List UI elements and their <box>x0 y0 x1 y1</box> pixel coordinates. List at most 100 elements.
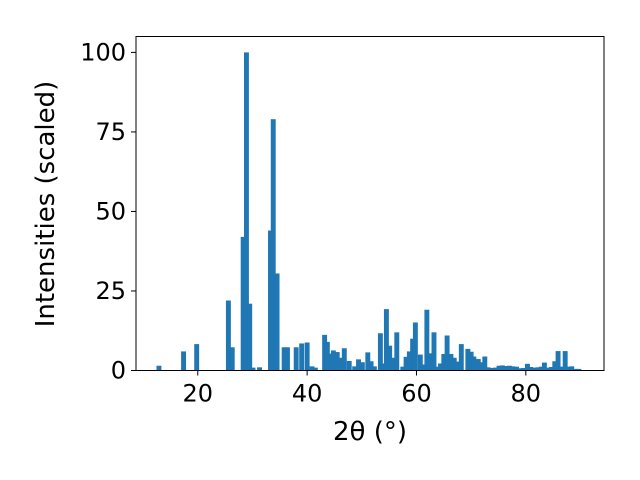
bar <box>383 309 389 371</box>
bar <box>499 365 505 371</box>
bar <box>181 351 187 371</box>
bar <box>538 366 544 371</box>
y-axis-label: Intensities (scaled) <box>31 81 61 328</box>
x-tick-label: 60 <box>401 380 432 408</box>
bar <box>387 345 393 371</box>
bar <box>444 335 450 371</box>
bar <box>465 348 471 371</box>
bar <box>328 353 334 371</box>
bar <box>471 356 477 371</box>
bar <box>338 357 344 371</box>
bar <box>528 367 534 371</box>
bar <box>545 367 551 371</box>
bar <box>451 357 457 371</box>
bar <box>521 367 527 371</box>
bar <box>555 351 561 371</box>
bar <box>468 351 474 371</box>
bar <box>334 352 340 371</box>
bar <box>576 368 582 371</box>
bar <box>257 367 263 371</box>
bar <box>240 236 246 371</box>
bars-group <box>156 52 582 371</box>
x-axis-label: 2θ (°) <box>333 417 407 447</box>
bar <box>421 364 427 371</box>
bar <box>322 334 328 371</box>
bar <box>506 365 512 371</box>
bar <box>566 366 571 371</box>
bar <box>309 366 315 371</box>
bar <box>434 366 440 371</box>
y-tick-label: 0 <box>111 357 126 385</box>
bar <box>496 365 502 371</box>
bar <box>485 367 491 371</box>
bar <box>448 353 454 371</box>
bar <box>417 354 423 371</box>
bar <box>371 366 377 371</box>
bar <box>391 357 396 371</box>
bar <box>532 367 538 371</box>
bar <box>514 366 519 371</box>
bar <box>356 359 361 371</box>
bar <box>324 341 330 371</box>
bar <box>428 353 434 371</box>
bar <box>368 361 374 371</box>
bar <box>247 303 253 371</box>
bar <box>377 333 383 371</box>
bar <box>330 350 336 371</box>
bar <box>441 353 447 371</box>
bar <box>510 366 516 371</box>
bar <box>569 366 575 371</box>
bar <box>341 348 347 371</box>
bar <box>229 347 235 371</box>
bar <box>517 368 523 371</box>
bar <box>479 362 484 371</box>
y-tick-label: 25 <box>95 277 126 305</box>
bar <box>352 366 358 371</box>
bar <box>281 347 287 371</box>
bar <box>403 356 409 371</box>
bar <box>482 356 488 371</box>
bar <box>549 367 554 371</box>
ticks-group: 20 40 60 80 0 25 50 75 100 <box>80 38 541 407</box>
y-tick-label: 75 <box>95 118 126 146</box>
bar <box>424 309 430 371</box>
bar <box>346 360 352 371</box>
bar <box>475 359 481 371</box>
bar <box>541 362 547 371</box>
bar <box>194 344 200 371</box>
bar <box>431 332 437 371</box>
x-tick-label: 40 <box>292 380 323 408</box>
bar <box>268 230 273 371</box>
plot-frame <box>135 36 605 371</box>
bar <box>455 361 461 371</box>
bar <box>394 332 400 371</box>
bar <box>156 365 162 371</box>
bar <box>270 119 276 371</box>
bar <box>559 366 565 371</box>
bar <box>410 338 416 371</box>
x-tick-label: 80 <box>511 380 542 408</box>
bar <box>525 363 530 371</box>
bar <box>293 347 299 371</box>
bar <box>503 366 509 371</box>
bar <box>438 363 443 371</box>
bar <box>359 362 365 371</box>
bar <box>299 343 305 371</box>
bar <box>284 347 290 371</box>
bar <box>562 351 568 371</box>
bar <box>225 300 231 371</box>
bar <box>552 361 558 371</box>
bar <box>304 342 310 371</box>
bar <box>312 367 318 371</box>
bar <box>243 52 249 371</box>
y-tick-label: 50 <box>95 197 126 225</box>
bar <box>489 367 495 371</box>
bar <box>573 368 579 371</box>
bar <box>406 351 412 371</box>
bar <box>412 322 418 371</box>
bar <box>274 273 280 371</box>
y-tick-label: 100 <box>80 38 126 66</box>
bar <box>458 344 464 371</box>
bar <box>250 367 256 371</box>
